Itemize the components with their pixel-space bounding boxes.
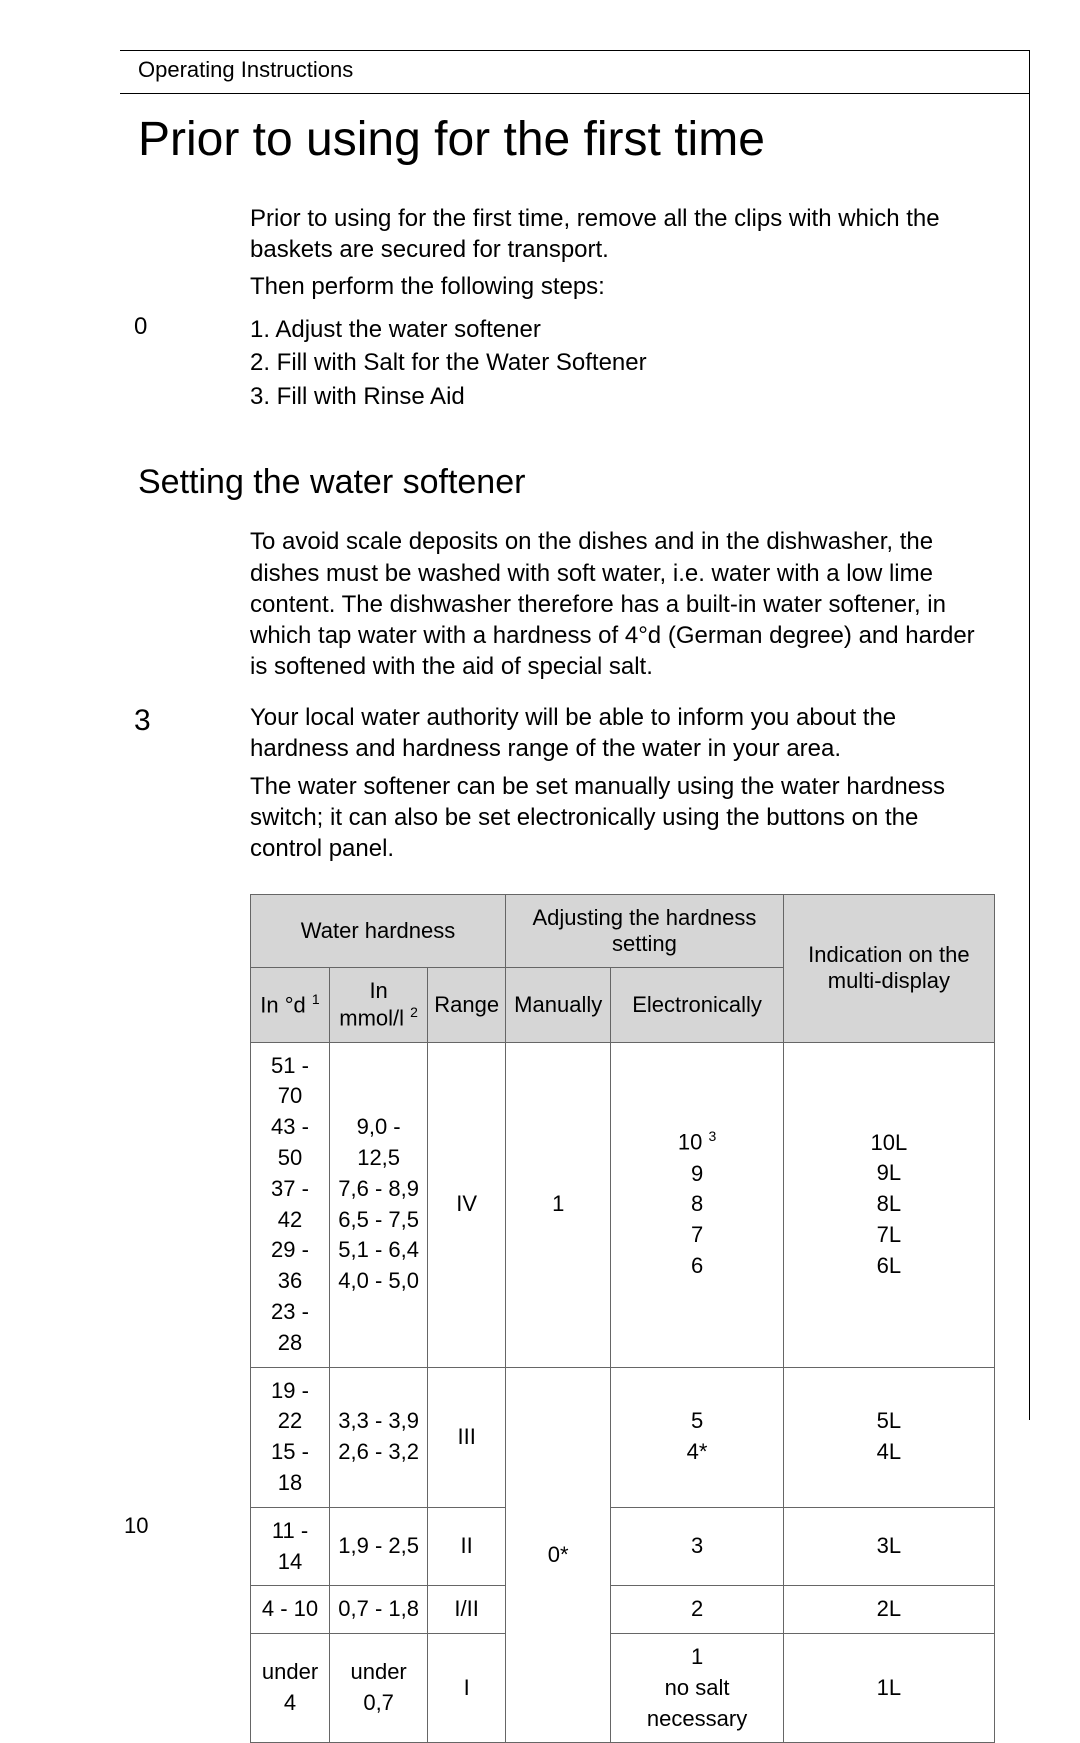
page-number: 10 (124, 1513, 148, 1539)
page-content: Prior to using for the first time Prior … (120, 94, 1029, 1743)
r2-d: 19 - 2215 - 18 (251, 1367, 330, 1507)
r1-elec-top: 10 (678, 1130, 702, 1155)
r3-ind: 3L (783, 1507, 994, 1586)
r5-d: under 4 (251, 1634, 330, 1743)
note-marker: 3 (134, 704, 151, 738)
r5-range: I (428, 1634, 506, 1743)
r1-mmol: 9,0 - 12,57,6 - 8,96,5 - 7,55,1 - 6,44,0… (330, 1042, 428, 1367)
hardness-table-wrap: Water hardness Adjusting the hardness se… (250, 894, 995, 1743)
para-1: To avoid scale deposits on the dishes an… (120, 526, 1005, 682)
th-electronic: Electronically (611, 968, 783, 1042)
r-manual-rest: 0* (506, 1367, 611, 1743)
r2-ind: 5L4L (783, 1367, 994, 1507)
r4-elec: 2 (611, 1586, 783, 1634)
r2-range: III (428, 1367, 506, 1507)
header-section-label: Operating Instructions (120, 51, 1029, 94)
r3-range: II (428, 1507, 506, 1586)
steps-block: 0 1. Adjust the water softener 2. Fill w… (120, 313, 1005, 414)
step-3: 3. Fill with Rinse Aid (120, 380, 1005, 414)
step-2: 2. Fill with Salt for the Water Softener (120, 346, 1005, 380)
th-mmol-sup: 2 (410, 1004, 418, 1020)
r5-elec: 1no salt necessary (611, 1634, 783, 1743)
r2-mmol: 3,3 - 3,92,6 - 3,2 (330, 1367, 428, 1507)
r3-mmol: 1,9 - 2,5 (330, 1507, 428, 1586)
th-d-text: In °d (260, 993, 306, 1018)
r4-mmol: 0,7 - 1,8 (330, 1586, 428, 1634)
th-manual: Manually (506, 968, 611, 1042)
th-d-sup: 1 (312, 991, 320, 1007)
r2-elec: 54* (611, 1367, 783, 1507)
r3-d: 11 - 14 (251, 1507, 330, 1586)
note-block: 3 Your local water authority will be abl… (120, 702, 1005, 864)
r1-elec-rest: 9876 (617, 1159, 776, 1282)
page-frame: Operating Instructions Prior to using fo… (120, 50, 1030, 1420)
intro-p1: Prior to using for the first time, remov… (120, 203, 1005, 265)
r1-d: 51 - 7043 - 5037 - 4229 - 3623 - 28 (251, 1042, 330, 1367)
r5-mmol: under 0,7 (330, 1634, 428, 1743)
step-1: 1. Adjust the water softener (120, 313, 1005, 347)
note-p1: Your local water authority will be able … (120, 702, 1005, 764)
th-mmol-text: In mmol/l (339, 978, 404, 1030)
th-range: Range (428, 968, 506, 1042)
r1-elec: 10 3 9876 (611, 1042, 783, 1367)
note-p2: The water softener can be set manually u… (120, 771, 1005, 865)
th-mmol: In mmol/l 2 (330, 968, 428, 1042)
r4-range: I/II (428, 1586, 506, 1634)
r1-ind: 10L9L8L7L6L (783, 1042, 994, 1367)
th-water-hardness: Water hardness (251, 895, 506, 968)
r1-elec-sup: 3 (708, 1128, 716, 1144)
r3-elec: 3 (611, 1507, 783, 1586)
r4-ind: 2L (783, 1586, 994, 1634)
th-adjusting: Adjusting the hardness setting (506, 895, 784, 968)
r5-ind: 1L (783, 1634, 994, 1743)
th-indication: Indication on the multi-display (783, 895, 994, 1042)
r4-d: 4 - 10 (251, 1586, 330, 1634)
r1-range: IV (428, 1042, 506, 1367)
subtitle: Setting the water softener (120, 463, 1005, 502)
hardness-table: Water hardness Adjusting the hardness se… (250, 894, 995, 1743)
th-d: In °d 1 (251, 968, 330, 1042)
page-title: Prior to using for the first time (120, 112, 1005, 167)
r1-manual: 1 (506, 1042, 611, 1367)
intro-p2: Then perform the following steps: (120, 271, 1005, 302)
steps-marker: 0 (134, 313, 147, 341)
